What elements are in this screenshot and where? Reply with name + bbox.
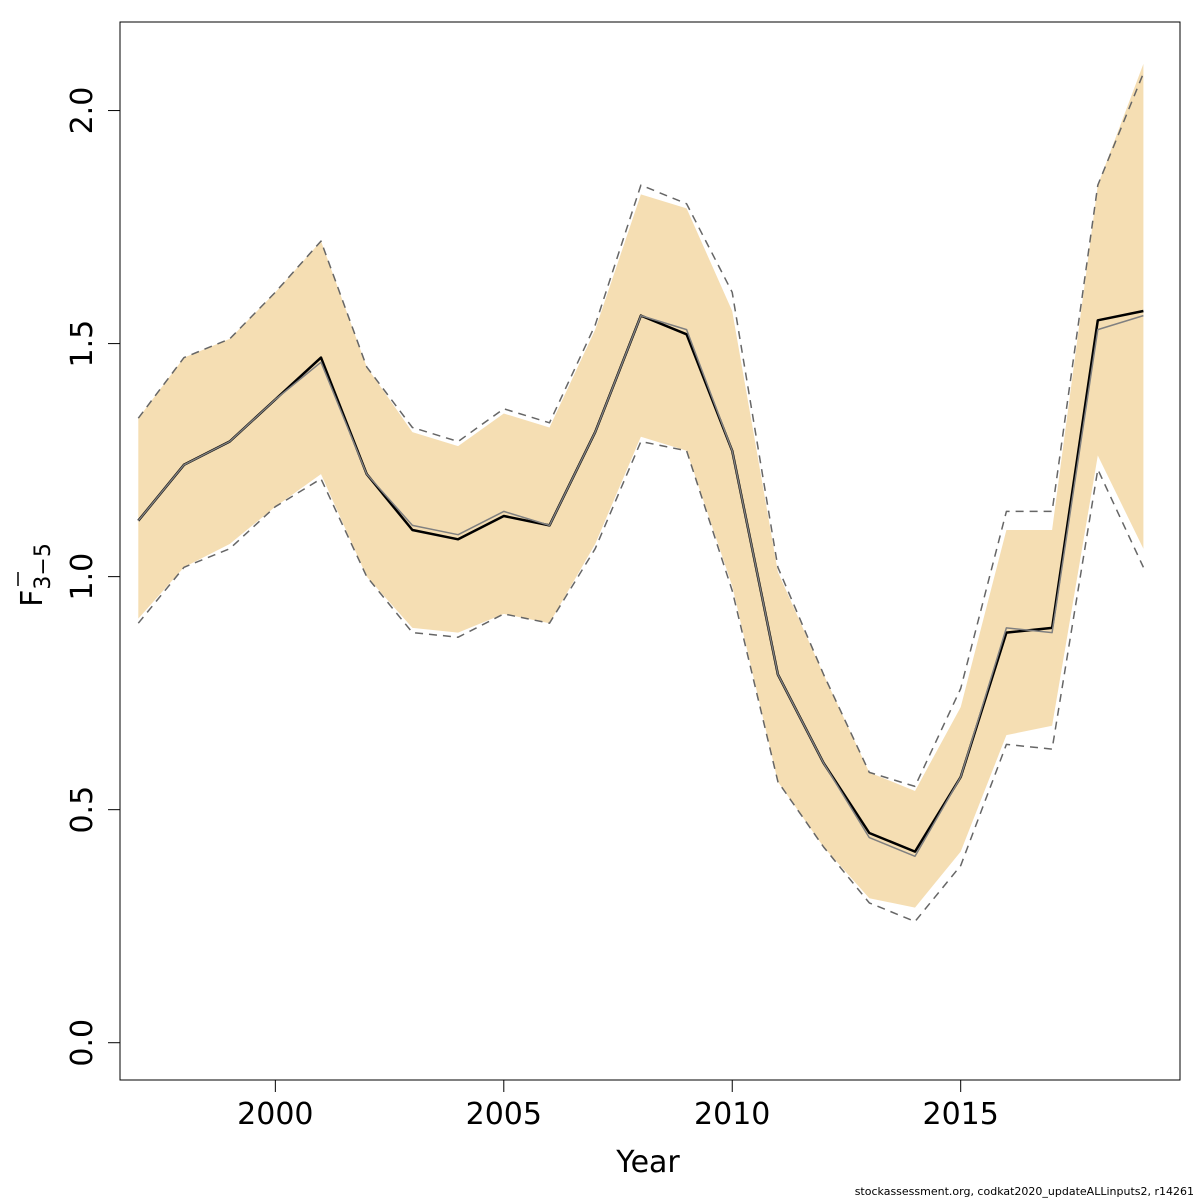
- y-tick-label: 2.0: [65, 87, 100, 135]
- x-axis: 2000 2005 2010 2015: [237, 1080, 999, 1132]
- previous-estimate-line: [137, 314, 1144, 858]
- y-tick-label: 1.5: [65, 320, 100, 368]
- confidence-band: [138, 63, 1144, 908]
- x-tick-label: 2010: [694, 1097, 770, 1132]
- x-tick-label: 2000: [237, 1097, 313, 1132]
- x-tick-label: 2005: [466, 1097, 542, 1132]
- y-axis-title-subscript: 3−5: [31, 543, 56, 589]
- y-tick-label: 0.0: [65, 1019, 100, 1067]
- y-axis: 0.0 0.5 1.0 1.5 2.0: [65, 87, 120, 1067]
- plot-marks: [137, 63, 1145, 923]
- footer-note: stockassessment.org, codkat2020_updateAL…: [854, 1185, 1194, 1198]
- previous-ci-upper-line: [137, 73, 1145, 788]
- x-tick-label: 2015: [923, 1097, 999, 1132]
- y-tick-label: 0.5: [65, 786, 100, 834]
- y-axis-title: F3−5: [15, 543, 56, 607]
- y-tick-label: 1.0: [65, 553, 100, 601]
- y-axis-title-main: F: [15, 590, 50, 607]
- x-axis-title: Year: [615, 1145, 680, 1180]
- previous-ci-lower-line: [137, 440, 1145, 923]
- plot-frame: [119, 21, 1181, 1081]
- svg-text:F3−5: F3−5: [15, 543, 56, 607]
